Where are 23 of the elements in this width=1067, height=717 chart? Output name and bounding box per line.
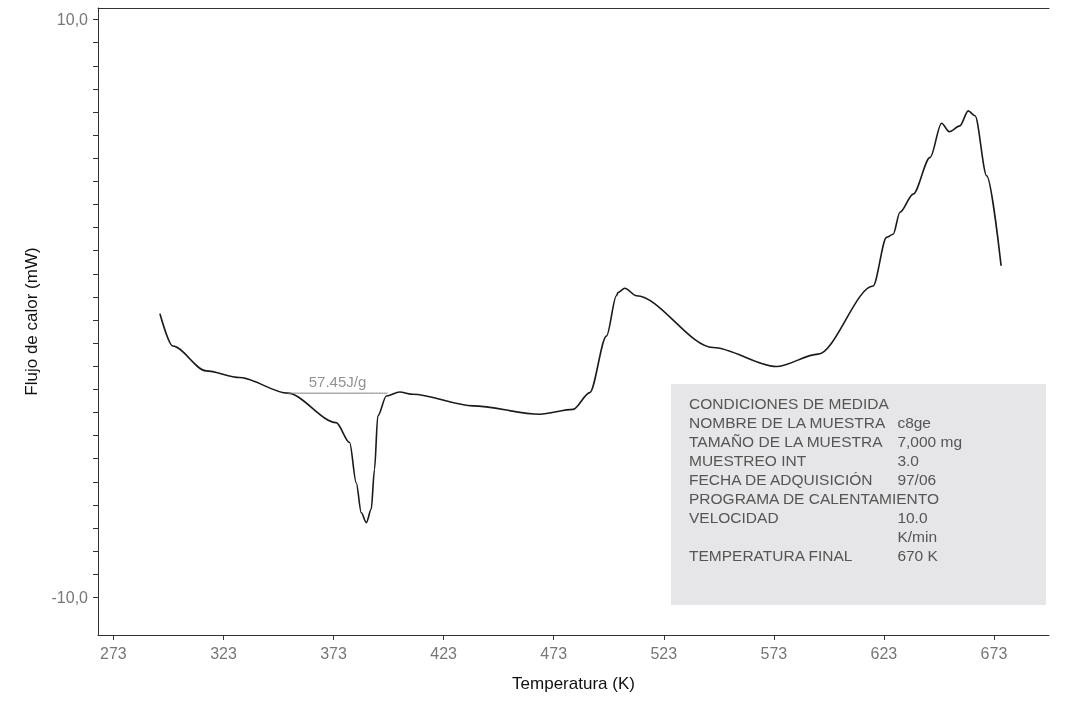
x-tick-label: 273 xyxy=(100,644,127,662)
x-tick-label: 623 xyxy=(870,644,898,662)
line-series xyxy=(159,110,1002,524)
x-tick-label: 373 xyxy=(320,644,347,662)
annotation: PROGRAMA DE CALENTAMIENTO xyxy=(689,489,941,508)
text: TEMPERATURA FINAL 670 K xyxy=(689,547,938,564)
x-tick-label: 473 xyxy=(540,644,568,662)
annotation: NOMBRE DE LA MUESTRA c8ge xyxy=(689,413,932,432)
x-axis-title: Temperatura (K) xyxy=(512,674,635,693)
x-tick-label: 573 xyxy=(760,644,788,662)
y-tick-label: -10,0 xyxy=(51,588,89,606)
y-axis-title: Flujo de calor (mW) xyxy=(22,247,41,396)
x-tick-label: 523 xyxy=(650,644,678,662)
annotation: CONDICIONES DE MEDIDA xyxy=(689,394,890,413)
text: MUESTREO INT 3.0 xyxy=(689,452,919,469)
y-tick-label: 10,0 xyxy=(56,11,89,29)
text: VELOCIDAD 10.0 K/min xyxy=(689,509,937,545)
annotation: TAMAÑO DE LA MUESTRA 7,000 mg xyxy=(689,432,963,451)
x-tick-label: 323 xyxy=(210,644,237,662)
annotation: 57.45J/g xyxy=(308,373,367,391)
x-tick-label: 423 xyxy=(430,644,458,662)
text: FECHA DE ADQUISICIÓN 97/06 xyxy=(689,471,937,488)
x-tick-label: 673 xyxy=(980,644,1008,662)
